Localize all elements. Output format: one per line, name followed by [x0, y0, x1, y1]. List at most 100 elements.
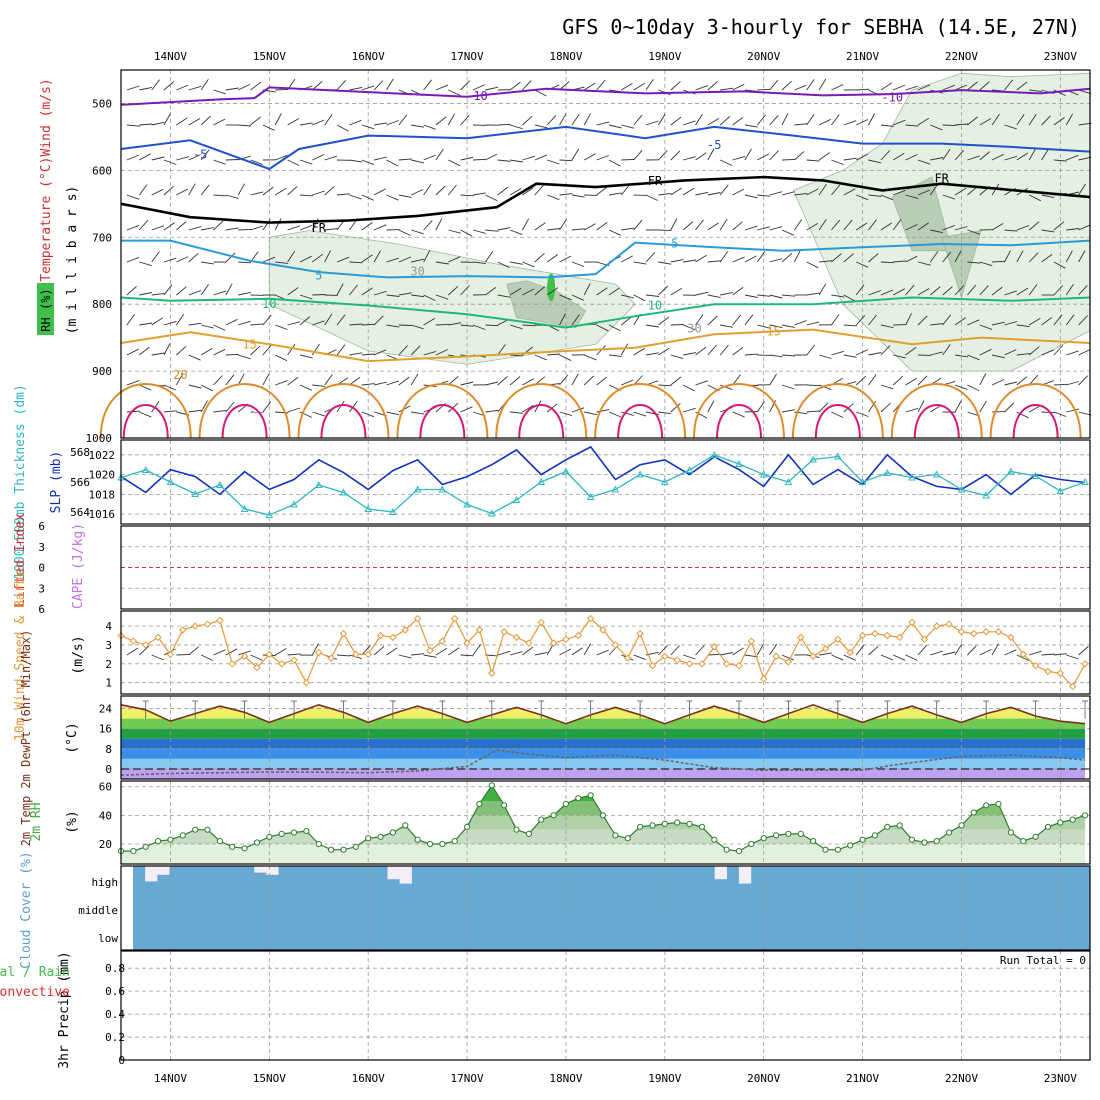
- wind-barb: [1004, 229, 1018, 232]
- wind-barb: [781, 354, 796, 357]
- wind-speed-point: [352, 650, 360, 659]
- high-cloud-gap: [266, 866, 279, 875]
- wind-barb: [905, 154, 918, 161]
- wind-barb: [967, 284, 977, 296]
- wind-barb: [979, 348, 992, 356]
- wind-barb: [274, 187, 287, 196]
- wind-barb: [583, 283, 591, 296]
- wind-barb: [930, 157, 944, 161]
- wind-barb: [534, 286, 545, 296]
- wind-speed-point: [525, 639, 533, 647]
- wind-barb: [250, 191, 264, 196]
- wind-barb: [942, 251, 952, 263]
- wind-barb: [126, 314, 135, 326]
- wind-barb: [225, 318, 238, 326]
- isotherm-25: [913, 404, 960, 439]
- wind-barb: [299, 194, 313, 197]
- wind-speed-point: [871, 629, 879, 638]
- rh-point: [130, 848, 137, 855]
- wind-barb: [967, 229, 980, 235]
- wind-barb: [719, 184, 729, 196]
- wind-barb: [1004, 402, 1015, 413]
- wind-barb: [126, 348, 139, 356]
- date-tick-bottom: 21NOV: [846, 1072, 879, 1085]
- wind-barb: [942, 84, 955, 91]
- wind-barb: [336, 124, 349, 132]
- wind-barb: [1041, 194, 1055, 199]
- wind-barb: [411, 653, 425, 656]
- wind-barb: [299, 122, 313, 126]
- wind-barb: [510, 354, 524, 357]
- wind-barb: [756, 251, 766, 263]
- wind-barb: [361, 323, 375, 326]
- wind-barb: [855, 375, 867, 386]
- wind-barb: [349, 352, 363, 356]
- wind-barb: [893, 189, 906, 196]
- wind-barb: [1078, 284, 1088, 296]
- wind-barb: [497, 186, 509, 196]
- wind-barb: [386, 159, 399, 167]
- wind-barb: [757, 88, 771, 91]
- wind-barb: [781, 384, 795, 390]
- wind-barb: [200, 348, 213, 356]
- wind-tick: 4: [105, 620, 112, 633]
- wind-barb: [361, 124, 375, 130]
- thickness-point: [537, 477, 546, 485]
- wind-barb: [905, 124, 919, 127]
- wind-barb: [596, 222, 608, 231]
- wind-barb: [1041, 229, 1055, 233]
- wind-barb: [410, 345, 421, 356]
- isotherm-25: [715, 404, 762, 439]
- wind-barb: [645, 79, 654, 91]
- rh-point: [686, 820, 693, 828]
- wind-barb: [769, 258, 783, 263]
- wind-barb: [756, 643, 765, 656]
- wind-barb: [1041, 316, 1053, 326]
- wind-barb: [361, 222, 373, 231]
- wind-barb: [509, 229, 523, 236]
- run-total-label: Run Total = 0: [1000, 954, 1086, 967]
- wind-speed-point: [451, 614, 459, 623]
- wind-barb: [695, 85, 708, 91]
- wind-barb: [732, 83, 745, 91]
- wind-barb: [794, 151, 805, 161]
- rh-point: [723, 846, 730, 853]
- wind-barb: [707, 192, 721, 196]
- wind-barb: [176, 653, 190, 656]
- wind-barb: [645, 352, 659, 356]
- wind-barb: [435, 218, 443, 231]
- thickness-point: [883, 468, 892, 476]
- wind-barb: [213, 118, 226, 126]
- wind-barb: [658, 285, 669, 296]
- wind-barb: [1028, 317, 1041, 326]
- wind-barb: [201, 261, 214, 265]
- wind-barb: [670, 645, 680, 656]
- rh-point: [1082, 812, 1089, 819]
- wind-barb: [509, 188, 522, 196]
- wind-speed-point: [500, 628, 508, 636]
- precip-legend-total: Total / Rain: [0, 965, 70, 980]
- wind-barb: [423, 154, 436, 161]
- wind-barb: [411, 294, 425, 298]
- wind-barb: [905, 255, 918, 263]
- temp-tick: 0: [105, 763, 112, 776]
- wind-barb: [176, 84, 189, 91]
- temp-tick: 8: [105, 743, 112, 756]
- wind-barb: [744, 124, 758, 128]
- wind-barb: [200, 78, 209, 91]
- wind-barb: [979, 400, 987, 413]
- wind-barb: [621, 294, 635, 299]
- wind-barb: [411, 258, 424, 263]
- wind-speed-point: [933, 622, 941, 630]
- wind-barb: [447, 184, 457, 196]
- wind-barb: [571, 148, 580, 161]
- thickness-point: [834, 452, 842, 460]
- wind-barb: [732, 347, 744, 356]
- cloud-level-label: high: [92, 876, 119, 889]
- wind-barb: [979, 261, 993, 267]
- wind-barb: [361, 353, 375, 356]
- wind-barb: [386, 120, 399, 126]
- wind-barb: [819, 652, 832, 656]
